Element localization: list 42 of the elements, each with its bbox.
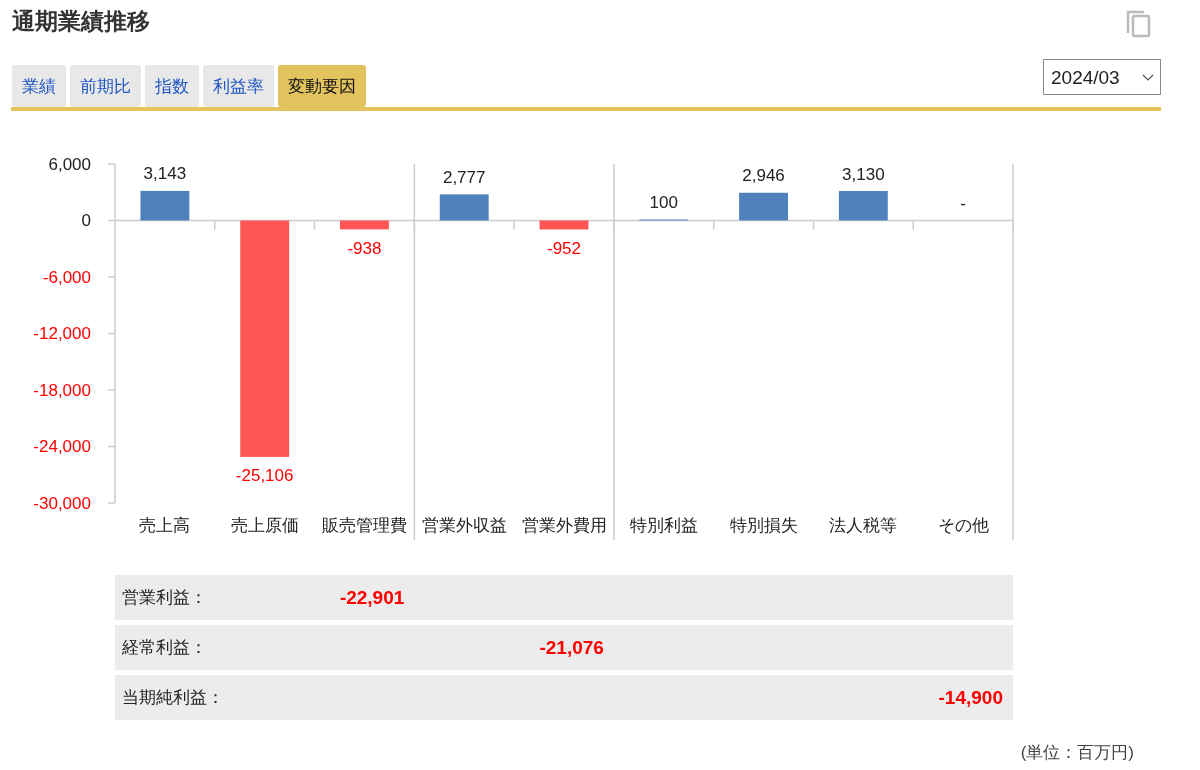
data-label: 100 — [649, 193, 678, 213]
summary-row: 当期純利益： -14,900 — [115, 675, 1013, 720]
text: (単位：百万円) — [1020, 742, 1134, 762]
bar — [838, 191, 888, 221]
x-tick-label: その他 — [937, 515, 989, 535]
data-label: 2,777 — [442, 167, 486, 187]
summary-row: 経常利益： -21,076 — [115, 625, 1013, 670]
data-label: -25,106 — [235, 466, 294, 486]
data-label: 2,946 — [742, 166, 785, 186]
tab: 指数 — [145, 65, 199, 107]
x-tick-label: 営業外費用 — [521, 515, 607, 535]
data-label: -952 — [546, 238, 582, 258]
x-tick-label: 売上原価 — [230, 515, 299, 535]
x-tick-label: 特別利益 — [629, 515, 698, 535]
x-tick-label: 営業外収益 — [421, 515, 507, 535]
data-label: -938 — [347, 238, 382, 258]
summary-row: 営業利益： -22,901 — [115, 575, 1013, 620]
y-tick-label: 6,000 — [48, 154, 91, 174]
data-label: 3,130 — [842, 164, 885, 184]
y-tick-label: -30,000 — [33, 493, 91, 513]
bar — [240, 220, 290, 457]
y-tick-label: -18,000 — [33, 380, 91, 400]
x-tick-label: 法人税等 — [829, 515, 898, 535]
text: 通期業績推移 — [11, 8, 150, 34]
dropdown: 2024/03 — [1043, 59, 1161, 95]
tab: 業績 — [12, 65, 66, 107]
x-tick-label: 特別損失 — [729, 515, 798, 535]
bar — [739, 192, 788, 221]
x-tick-label: 売上高 — [139, 515, 191, 535]
tab: 前期比 — [70, 65, 141, 107]
bar — [140, 190, 190, 221]
y-tick-label: -24,000 — [33, 437, 91, 456]
text: - — [960, 194, 966, 213]
x-tick-label: 販売管理費 — [321, 515, 407, 535]
bar — [340, 220, 389, 230]
bar — [439, 194, 489, 221]
tab: 利益率 — [203, 65, 274, 107]
data-label: 3,143 — [143, 164, 187, 184]
y-tick-label: -6,000 — [42, 267, 91, 287]
y-tick-label: -12,000 — [33, 324, 91, 343]
y-tick-label: 0 — [81, 211, 91, 230]
tab: 変動要因 — [278, 65, 366, 107]
